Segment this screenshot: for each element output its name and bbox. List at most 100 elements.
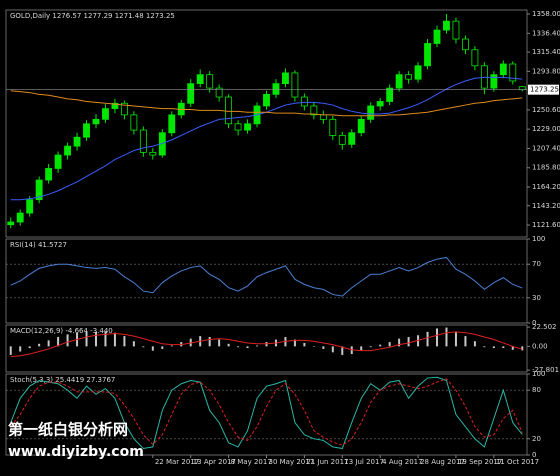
candle-body [490, 74, 498, 89]
y-tick-label: 0 [532, 319, 536, 327]
histogram-bar [28, 346, 31, 349]
histogram-bar [312, 346, 315, 347]
candle-body [26, 199, 34, 214]
candle-body [7, 221, 15, 226]
y-tick-label: 0.00 [532, 342, 548, 350]
histogram-bar [94, 331, 97, 347]
panel-title: RSI(14) 41.5727 [10, 241, 67, 249]
histogram-bar [293, 339, 296, 347]
candle-body [319, 114, 327, 120]
histogram-bar [303, 342, 306, 347]
y-tick-label: 100 [532, 235, 545, 243]
y-tick-label: 30 [532, 294, 541, 302]
candle-body [300, 96, 308, 107]
histogram-bar [388, 342, 391, 347]
candle-body [263, 93, 270, 107]
candle-body [73, 136, 81, 147]
candle-body [225, 96, 233, 125]
x-tick-label: 28 Aug 2017 [420, 458, 465, 466]
histogram-bar [398, 338, 401, 347]
candle-body [149, 151, 157, 156]
histogram-bar [9, 346, 12, 355]
panel-title: GOLD,Daily 1276.57 1277.29 1271.48 1273.… [10, 12, 175, 20]
histogram-bar [47, 340, 50, 347]
candle-body [139, 129, 147, 153]
candle-body [414, 65, 422, 80]
panel-frame [5, 324, 528, 373]
histogram-bar [502, 346, 505, 349]
histogram-bar [492, 346, 495, 349]
candle-body [367, 105, 375, 120]
candle-body [45, 168, 53, 181]
histogram-bar [454, 331, 457, 347]
y-tick-label: 1250.60 [532, 106, 560, 114]
histogram-bar [407, 336, 410, 347]
y-tick-label: 22.502 [532, 323, 557, 331]
candle-body [357, 118, 365, 134]
histogram-bar [227, 343, 230, 347]
candle-body [452, 20, 460, 40]
panel-frame [5, 9, 528, 238]
histogram-bar [483, 346, 486, 348]
y-tick-label: 80 [532, 386, 541, 394]
candle-body [272, 83, 280, 95]
indicator-line [10, 90, 523, 117]
candle-body [395, 74, 403, 89]
histogram-bar [521, 346, 524, 351]
last-price-box [528, 84, 559, 95]
candle-body [433, 29, 441, 44]
candle-body [187, 83, 195, 104]
candle-body [310, 105, 318, 116]
candle-body [35, 179, 43, 201]
histogram-bar [256, 345, 259, 347]
y-tick-label: 1121.60 [532, 221, 560, 229]
histogram-bar [104, 331, 107, 347]
histogram-bar [341, 346, 344, 355]
candle-body [92, 118, 100, 125]
x-tick-label: 13 Jul 2017 [344, 458, 384, 466]
histogram-bar [66, 334, 69, 347]
histogram-bar [38, 343, 41, 347]
y-tick-label: 100 [532, 370, 545, 378]
y-tick-label: 1293.80 [532, 67, 560, 75]
plot-layer: GOLD,Daily 1276.57 1277.29 1271.48 1273.… [5, 9, 560, 466]
histogram-bar [208, 336, 211, 347]
candle-body [83, 123, 90, 138]
candle-body [215, 87, 223, 98]
candle-body [471, 49, 479, 67]
histogram-bar [360, 346, 363, 351]
histogram-bar [19, 346, 22, 352]
histogram-bar [151, 346, 154, 351]
indicator-line [10, 378, 523, 446]
histogram-bar [142, 346, 145, 348]
candle-body [168, 114, 176, 134]
y-tick-label: 70 [532, 260, 541, 268]
y-tick-label: 20 [532, 435, 541, 443]
y-tick-label: 1185.80 [532, 164, 560, 172]
x-tick-label: 4 Aug 2017 [382, 458, 422, 466]
histogram-bar [436, 328, 439, 347]
histogram-bar [57, 336, 60, 347]
candle-body [386, 87, 394, 102]
candle-body [196, 74, 204, 85]
indicator-line [10, 256, 523, 297]
y-tick-label: 1336.40 [532, 29, 560, 37]
panel-title: MACD(12,26,9) -4.664 -3.440 [10, 327, 113, 335]
panel-title: Stoch(5,3,3) 25.4419 27.3767 [10, 376, 115, 384]
histogram-bar [123, 336, 126, 347]
candle-body [206, 74, 214, 89]
y-tick-label: 1164.20 [532, 183, 560, 191]
y-tick-label: 1207.40 [532, 144, 560, 152]
y-tick-label: 1143.20 [532, 202, 560, 210]
histogram-bar [331, 346, 334, 353]
watermark-url: www.diyizby.com [8, 444, 144, 460]
histogram-bar [218, 339, 221, 347]
y-tick-label: 1358.00 [532, 10, 560, 18]
candle-body [338, 135, 346, 145]
histogram-bar [161, 346, 164, 349]
y-tick-label: 1229.00 [532, 125, 560, 133]
candle-body [234, 123, 242, 131]
candle-body [348, 132, 356, 145]
candle-body [111, 102, 119, 110]
